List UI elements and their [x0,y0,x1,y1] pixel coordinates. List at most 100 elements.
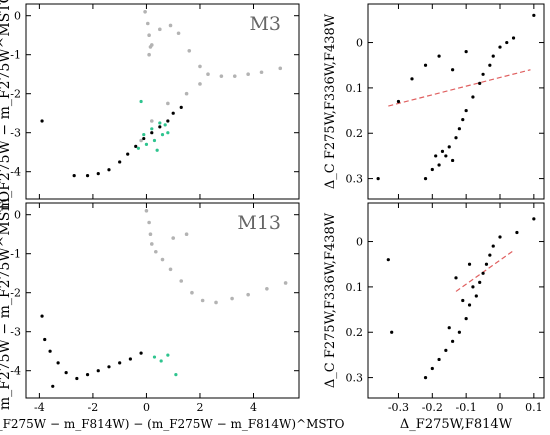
data-point [158,27,162,32]
x-tick-label: 0.1 [525,401,543,414]
y-tick-label: -1 [10,248,21,261]
data-point [184,91,189,96]
data-point [166,119,170,123]
data-point [96,369,100,373]
data-point [48,349,52,353]
panel-title: M3 [249,13,281,35]
y-axis-label: Δ_C F275W,F336W,F438W [323,212,338,388]
data-point [283,281,288,285]
data-point [155,148,159,152]
data-point [159,359,163,363]
data-point [85,174,90,178]
data-point [200,298,205,303]
plot-frame [367,3,545,200]
x-tick-label: -4 [34,401,45,414]
data-point [147,33,151,37]
x-axis-label: Δ_F275W,F814W [400,417,513,432]
data-point [206,72,210,76]
data-point [171,111,175,115]
data-point [160,133,165,137]
data-point [410,77,414,81]
data-point [232,74,237,78]
y-tick-label: 0.2 [346,127,364,140]
data-point [190,290,194,295]
panel-m13-delta: -0.3 -0.2 -0.1 0 0.1 0 0.1 0.2 0.3 Δ_C F275W,F336… [323,202,545,432]
data-point [278,66,283,71]
data-point [491,244,495,248]
data-point [457,330,461,334]
data-point [447,326,451,330]
panel-title: M13 [237,212,281,234]
x-tick-label: 2 [196,401,203,414]
data-point [440,149,445,153]
data-point [505,40,509,45]
data-point [107,365,111,369]
data-point [75,376,79,381]
data-point [437,54,441,58]
data-point [142,133,146,137]
data-point [214,300,218,305]
data-point [85,373,90,377]
data-point [136,146,141,150]
data-point [179,279,184,283]
data-point [40,119,44,123]
fit-line [388,69,531,107]
y-axis-label: m_F275W − m_F275W^MSTO [0,191,13,410]
data-point [149,43,154,47]
data-point [174,373,178,377]
y-tick-label: 0.3 [346,173,364,186]
data-point [64,371,68,375]
data-point [166,101,170,106]
y-tick-label: -4 [10,166,21,179]
data-point [474,294,478,298]
panel-m3-cmd: -4 -3 -2 -1 0 M3 m_F275W − m_F275W^MSTO [0,0,300,211]
y-tick-label: -4 [10,365,21,378]
y-tick-label: 0 [356,236,363,249]
data-point [149,242,154,246]
data-point [461,298,465,303]
y-tick-label: -2 [10,88,21,101]
data-point [451,158,455,163]
data-point [150,127,154,131]
x-tick-label: 4 [250,401,257,414]
data-point [246,292,250,297]
data-point [96,172,100,176]
data-point [467,262,472,266]
x-tick-label: 0 [497,401,504,414]
data-point [152,138,157,143]
data-point [168,267,173,272]
data-point [437,357,441,362]
y-tick-label: -2 [10,287,21,300]
data-point [430,167,434,172]
data-point [128,357,132,361]
data-point [176,31,181,36]
y-tick-label: 0 [356,37,363,50]
y-tick-label: 0.1 [346,82,364,95]
plot-frame [367,202,545,399]
data-point [471,95,475,99]
data-point [423,176,428,181]
data-point [488,63,492,67]
data-point [451,68,455,72]
data-point [451,339,455,343]
data-point [444,348,448,352]
data-point [481,72,485,76]
data-point [139,351,143,355]
y-axis-label: Δ_C F275W,F336W,F438W [323,13,338,189]
data-point [143,10,147,14]
data-point [498,45,502,49]
data-point [142,136,146,141]
data-point [118,160,122,164]
data-point [457,127,461,131]
data-point [158,121,162,125]
data-point [219,74,224,78]
data-point [488,253,492,257]
data-point [246,72,250,76]
data-point [471,285,475,289]
data-point [464,50,468,54]
x-axis-label: (m_F275W − m_F814W) − (m_F275W − m_F814W… [0,417,345,431]
data-point [390,330,394,334]
data-point [386,258,390,262]
y-tick-label: 0.1 [346,281,364,294]
